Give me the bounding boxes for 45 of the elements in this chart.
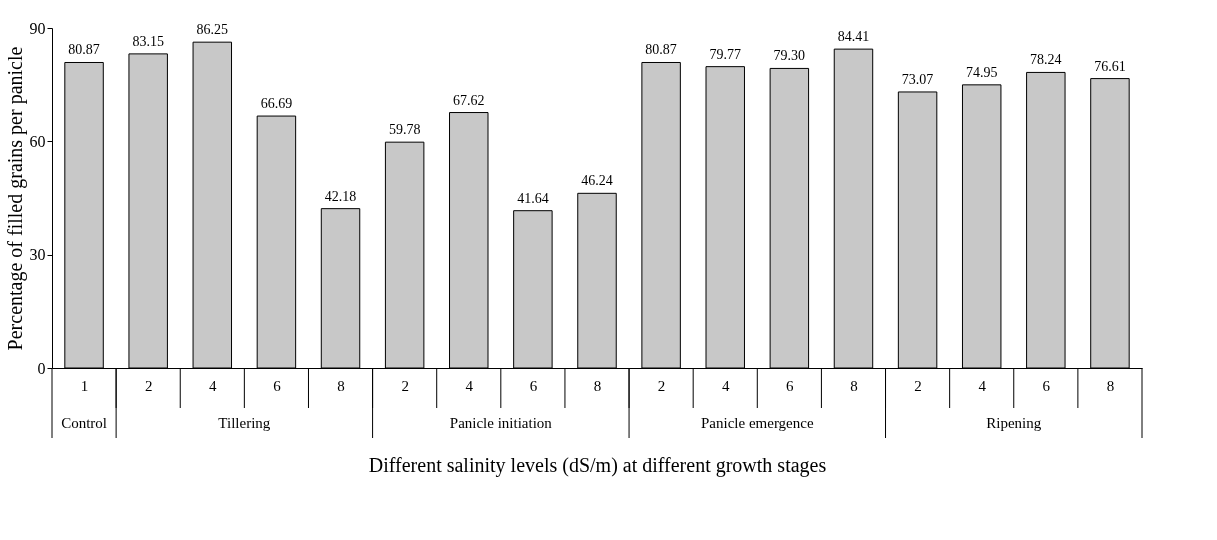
data-label: 74.95 <box>965 64 998 80</box>
x-tick-label: 4 <box>721 377 730 394</box>
data-label: 78.24 <box>1030 52 1062 68</box>
x-axis-title: Different salinity levels (dS/m) at different growth stages <box>368 453 827 477</box>
data-label: 79.30 <box>773 48 806 64</box>
x-tick-label: 1 <box>80 377 89 394</box>
x-tick-label: 2 <box>914 377 922 394</box>
data-label: 73.07 <box>901 71 934 87</box>
x-tick-label: 2 <box>657 377 666 394</box>
data-label: 76.61 <box>1094 58 1126 74</box>
data-label: 80.87 <box>645 42 677 58</box>
x-tick-label: 2 <box>144 377 153 394</box>
text: Tillering <box>218 415 271 431</box>
x-tick-label: 6 <box>273 377 282 394</box>
x-tick-label: 8 <box>1106 377 1115 394</box>
x-tick-label: 6 <box>786 377 795 394</box>
x-tick-label: 4 <box>209 377 218 394</box>
y-axis-title: Percentage of filled grains per panicle <box>3 46 27 351</box>
data-label: 83.15 <box>132 33 164 49</box>
x-tick-label: 8 <box>593 377 602 394</box>
data-label: 66.69 <box>260 96 293 112</box>
data-label: 67.62 <box>453 92 485 108</box>
data-label: 80.87 <box>68 42 100 58</box>
x-tick-label: 6 <box>529 377 538 394</box>
text: Control <box>61 415 107 431</box>
x-tick-label: 2 <box>401 377 409 394</box>
x-tick-label: 6 <box>1042 377 1051 394</box>
x-tick-label: 4 <box>465 377 474 394</box>
data-label: 46.24 <box>581 173 613 189</box>
x-tick-label: 8 <box>337 377 345 394</box>
data-label: 79.77 <box>709 46 741 62</box>
y-tick-label: 30 <box>29 246 46 264</box>
y-tick-label: 0 <box>37 359 46 377</box>
data-label: 84.41 <box>837 29 870 45</box>
data-label: 86.25 <box>196 22 229 38</box>
x-tick-label: 8 <box>850 377 858 394</box>
data-label: 41.64 <box>517 190 549 206</box>
data-label: 42.18 <box>324 188 357 204</box>
text: Panicle emergence <box>701 415 814 431</box>
y-tick-label: 60 <box>29 132 46 150</box>
data-label: 59.78 <box>388 122 421 138</box>
x-tick-label: 4 <box>978 377 987 394</box>
y-tick-label: 90 <box>29 19 46 37</box>
text: Panicle initiation <box>449 415 553 431</box>
text: Ripening <box>986 415 1042 431</box>
